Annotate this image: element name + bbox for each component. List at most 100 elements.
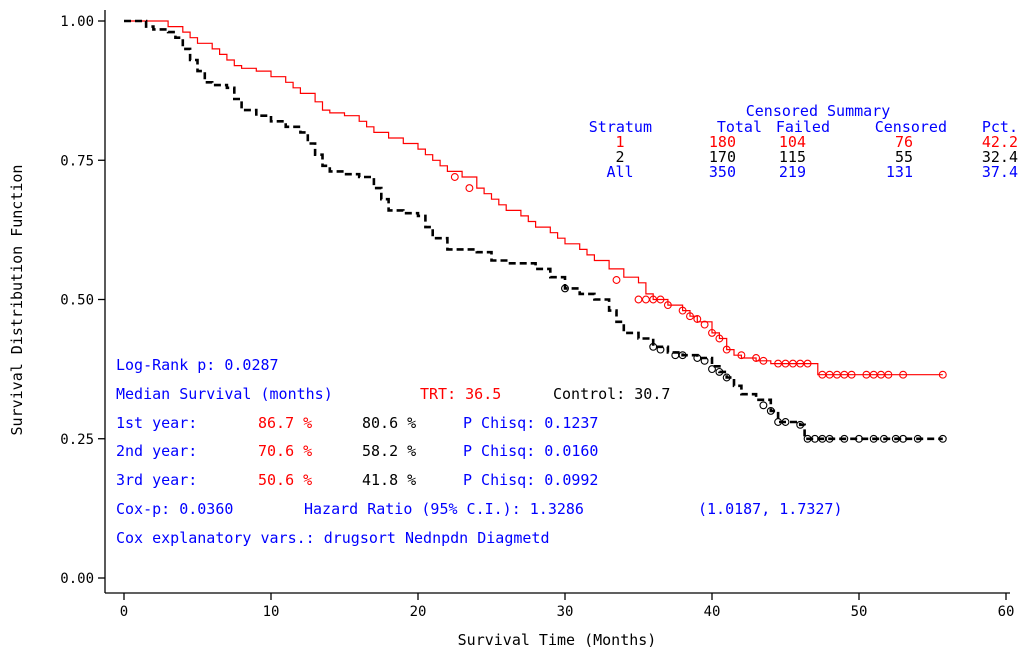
censored-mark-stratum-2 <box>759 401 768 410</box>
survival-curve-stratum-1 <box>124 20 943 376</box>
censored-mark-stratum-1 <box>700 320 709 329</box>
median-trt: TRT: 36.5 <box>420 385 501 403</box>
median-control: Control: 30.7 <box>553 385 670 403</box>
annotations: Log-Rank p: 0.0287 Median Survival (mont… <box>116 356 843 547</box>
summary-cell: 55 <box>895 148 913 166</box>
logrank-text: Log-Rank p: 0.0287 <box>116 356 279 374</box>
y-tick-label: 0.25 <box>60 432 94 448</box>
x-tick-label: 60 <box>998 604 1015 620</box>
censored-mark-stratum-2 <box>766 406 775 415</box>
summary-header: Total <box>717 118 762 136</box>
hazard-ratio-text: Hazard Ratio (95% C.I.): 1.3286 <box>304 500 584 518</box>
censored-mark-stratum-2 <box>899 434 908 443</box>
censored-mark-stratum-2 <box>938 434 947 443</box>
y-ticks: 0.00 0.25 0.50 0.75 1.00 <box>60 14 105 587</box>
x-ticks: 0 10 20 30 40 50 60 <box>120 593 1015 620</box>
censored-mark-stratum-1 <box>634 295 643 304</box>
summary-header: Failed <box>776 118 830 136</box>
summary-cell: 42.2 <box>982 133 1018 151</box>
survival-curves <box>124 19 947 443</box>
censored-mark-stratum-2 <box>561 284 569 293</box>
censored-mark-stratum-2 <box>693 354 702 362</box>
summary-table: Stratum Total Failed Censored Pct. 1 180 104 76 4… <box>589 118 1018 181</box>
censored-mark-stratum-1 <box>752 354 761 362</box>
y-tick-label: 0.00 <box>60 571 94 587</box>
summary-cell: 32.4 <box>982 148 1018 166</box>
censored-mark-stratum-2 <box>722 373 731 382</box>
censored-mark-stratum-1 <box>877 370 885 379</box>
year2-p: P Chisq: 0.0160 <box>463 442 598 460</box>
summary-cell: All <box>606 163 633 181</box>
median-label: Median Survival (months) <box>116 385 333 403</box>
x-tick-label: 10 <box>263 604 280 620</box>
summary-cell: 350 <box>709 163 736 181</box>
censored-mark-stratum-1 <box>884 370 893 379</box>
summary-cell: 219 <box>779 163 806 181</box>
censored-mark-stratum-2 <box>656 345 665 354</box>
censored-mark-stratum-1 <box>612 276 621 284</box>
y-tick-label: 0.50 <box>60 293 94 309</box>
year1-p: P Chisq: 0.1237 <box>463 414 598 432</box>
year3-label: 3rd year: <box>116 471 197 489</box>
censored-mark-stratum-2 <box>774 418 783 426</box>
censored-mark-stratum-1 <box>678 306 687 315</box>
censored-mark-stratum-1 <box>899 370 908 379</box>
cox-vars-text: Cox explanatory vars.: drugsort Nednpdn … <box>116 529 549 547</box>
year3-trt: 50.6 % <box>258 471 312 489</box>
x-tick-label: 20 <box>410 604 427 620</box>
censored-mark-stratum-2 <box>715 367 724 376</box>
censored-mark-stratum-2 <box>796 420 805 429</box>
censored-mark-stratum-2 <box>840 434 849 443</box>
cox-p-text: Cox-p: 0.0360 <box>116 500 233 518</box>
censored-mark-stratum-1 <box>722 345 731 354</box>
censored-mark-stratum-1 <box>641 295 650 304</box>
censored-mark-stratum-1 <box>938 370 947 379</box>
censored-summary: Censored Summary Stratum Total Failed Censo… <box>589 102 1018 181</box>
censored-mark-stratum-1 <box>847 370 856 379</box>
survival-curve-stratum-2 <box>124 19 943 441</box>
year2-control: 58.2 % <box>362 442 416 460</box>
censored-mark-stratum-1 <box>663 301 672 310</box>
censored-mark-stratum-2 <box>869 434 878 443</box>
summary-cell: 170 <box>709 148 736 166</box>
censored-mark-stratum-1 <box>803 359 812 368</box>
censored-mark-stratum-2 <box>810 434 819 443</box>
summary-cell: 131 <box>886 163 913 181</box>
censored-mark-stratum-1 <box>796 359 805 368</box>
year3-p: P Chisq: 0.0992 <box>463 471 598 489</box>
hazard-ci-text: (1.0187, 1.7327) <box>698 500 843 518</box>
summary-header: Censored <box>875 118 947 136</box>
censored-mark-stratum-1 <box>759 356 768 365</box>
censored-mark-stratum-2 <box>708 365 716 374</box>
year2-trt: 70.6 % <box>258 442 312 460</box>
year3-control: 41.8 % <box>362 471 416 489</box>
y-tick-label: 0.75 <box>60 153 94 169</box>
x-tick-label: 30 <box>557 604 574 620</box>
censored-mark-stratum-1 <box>774 359 783 368</box>
y-tick-label: 1.00 <box>60 14 94 30</box>
censored-mark-stratum-2 <box>913 434 922 443</box>
censored-mark-stratum-1 <box>686 312 694 321</box>
summary-cell: 180 <box>709 133 736 151</box>
year1-control: 80.6 % <box>362 414 416 432</box>
y-axis-title: Survival Distribution Function <box>8 165 26 436</box>
censored-mark-stratum-2 <box>880 434 888 443</box>
censored-mark-stratum-1 <box>450 173 459 181</box>
x-tick-label: 0 <box>120 604 128 620</box>
censored-mark-stratum-1 <box>715 334 724 343</box>
censored-mark-stratum-2 <box>825 434 834 443</box>
censored-mark-stratum-2 <box>855 434 863 443</box>
censored-mark-stratum-1 <box>781 359 790 368</box>
summary-cell: 104 <box>779 133 806 151</box>
summary-cell: 115 <box>779 148 806 166</box>
censored-mark-stratum-2 <box>781 418 790 426</box>
summary-cell: 2 <box>615 148 624 166</box>
year1-trt: 86.7 % <box>258 414 312 432</box>
censored-mark-stratum-1 <box>737 351 746 360</box>
censored-mark-stratum-2 <box>678 351 687 360</box>
summary-cell: 76 <box>895 133 913 151</box>
summary-cell: 1 <box>615 133 624 151</box>
censored-mark-stratum-1 <box>708 328 716 337</box>
summary-cell: 37.4 <box>982 163 1018 181</box>
